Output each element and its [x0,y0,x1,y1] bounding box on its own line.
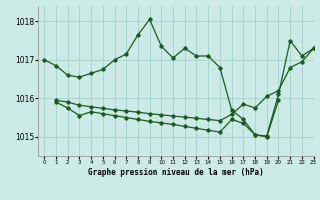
X-axis label: Graphe pression niveau de la mer (hPa): Graphe pression niveau de la mer (hPa) [88,168,264,177]
